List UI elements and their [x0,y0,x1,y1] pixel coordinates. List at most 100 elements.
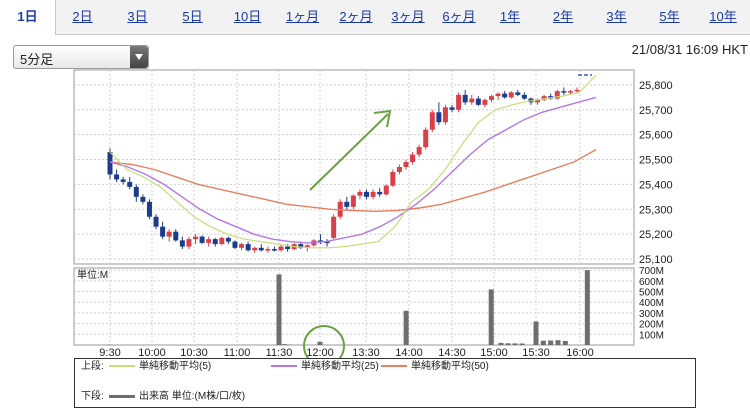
tab-8[interactable]: 6ヶ月 [442,9,476,24]
trend-arrow-shaft [309,113,389,191]
ma50-line [109,148,597,213]
tab-0[interactable]: 1日 [0,0,56,35]
candle-body-33 [324,241,330,244]
volume-bar-7 [498,342,504,345]
legend-ma50-label: 単純移動平均(50) [411,361,489,372]
price-ytick-3: 25,500 [639,155,673,167]
candle-body-69 [561,91,567,93]
tab-1[interactable]: 2日 [72,9,93,24]
candle-body-26 [278,246,284,251]
legend-ma25-label: 単純移動平均(25) [301,361,379,372]
legend-ma5: 単純移動平均(5) [109,360,211,374]
candle-body-53 [456,94,462,110]
candle-body-57 [482,99,488,105]
volume-ytick-1: 600M [639,277,664,288]
volume-bar-11 [533,321,539,345]
candle-body-52 [449,107,455,110]
volume-ytick-4: 300M [639,309,664,320]
candle-body-61 [508,92,514,98]
candle-body-59 [495,93,501,97]
volume-ytick-6: 100M [639,330,664,341]
legend-row-upper: 上段: [81,360,104,374]
candle-body-29 [298,244,304,248]
candle-body-46 [410,154,416,163]
period-tabs: 1日 2日 3日 5日 10日 1ヶ月 2ヶ月 3ヶ月 6ヶ月 1年 2年 3年 5年 10年 [0,0,750,35]
ma5-line [109,74,597,249]
candle-body-1 [114,174,120,180]
volume-bar-13 [548,340,554,345]
xtick-6: 13:30 [352,347,380,359]
candle-body-45 [403,162,409,167]
volume-bar-10 [519,343,525,345]
candle-body-50 [436,112,442,123]
candle-body-30 [304,245,310,248]
candle-body-8 [160,226,166,237]
candle-body-65 [535,99,541,103]
tab-11[interactable]: 3年 [606,9,627,24]
legend-volume-swatch [109,394,135,398]
xtick-5: 12:00 [306,347,334,359]
price-ytick-2: 25,600 [639,130,673,142]
candle-body-10 [173,231,179,241]
chevron-down-icon[interactable] [130,46,148,68]
interval-select[interactable]: 5分足 [13,45,149,69]
volume-bar-14 [555,340,561,345]
legend-ma5-swatch [109,365,135,368]
candle-body-48 [423,129,429,148]
candle-body-6 [146,201,152,217]
tab-4[interactable]: 10日 [233,9,262,24]
tab-3[interactable]: 5日 [182,9,203,24]
candle-body-44 [396,167,402,172]
tab-13[interactable]: 10年 [709,9,737,24]
timestamp: 21/08/31 16:09 HKT [631,42,748,57]
volume-ytick-3: 400M [639,298,664,309]
tab-10[interactable]: 2年 [552,9,574,24]
legend-ma50: 単純移動平均(50) [381,360,489,374]
volume-bar-5 [403,310,409,345]
tab-9[interactable]: 1年 [499,9,521,24]
candle-body-14 [199,236,205,243]
tab-7[interactable]: 3ヶ月 [391,9,425,24]
candle-body-71 [574,89,580,92]
legend-ma5-label: 単純移動平均(5) [139,361,212,372]
xtick-1: 10:00 [138,347,166,359]
candle-body-56 [475,98,481,105]
candle-body-21 [245,244,251,251]
legend-upper-label: 上段: [81,361,104,372]
volume-ytick-0: 700M [639,266,664,277]
candle-body-62 [515,92,521,95]
candle-body-19 [232,241,238,248]
candle-body-55 [469,98,475,103]
xtick-7: 14:00 [395,347,423,359]
volume-bar-1 [276,274,282,345]
volume-bar-15 [562,340,568,345]
tab-6[interactable]: 2ヶ月 [339,9,373,24]
candle-body-13 [193,236,199,240]
price-ytick-5: 25,300 [639,204,673,216]
xtick-9: 15:00 [480,347,508,359]
xtick-11: 16:00 [566,347,594,359]
candle-body-47 [416,147,422,155]
candle-body-68 [554,91,560,99]
volume-bar-4 [317,341,323,345]
volume-bar-16 [584,270,590,345]
candle-body-27 [285,246,291,250]
tab-5[interactable]: 1ヶ月 [285,9,320,24]
tab-2[interactable]: 3日 [127,9,148,24]
interval-select-value: 5分足 [20,52,54,67]
legend-ma25: 単純移動平均(25) [271,360,379,374]
volume-bar-2 [281,344,287,345]
ma25-line [109,96,597,244]
candle-body-54 [462,94,468,103]
legend-lower-label: 下段: [81,391,104,402]
candle-body-12 [186,239,192,247]
xtick-4: 11:30 [266,347,293,359]
candle-body-49 [429,112,435,130]
legend-ma50-swatch [381,365,407,368]
tab-12[interactable]: 5年 [659,9,680,24]
candle-body-17 [219,237,225,245]
price-ytick-4: 25,400 [639,179,673,191]
price-ytick-0: 25,800 [639,80,673,92]
candle-body-9 [166,231,172,237]
price-ytick-1: 25,700 [639,105,673,117]
